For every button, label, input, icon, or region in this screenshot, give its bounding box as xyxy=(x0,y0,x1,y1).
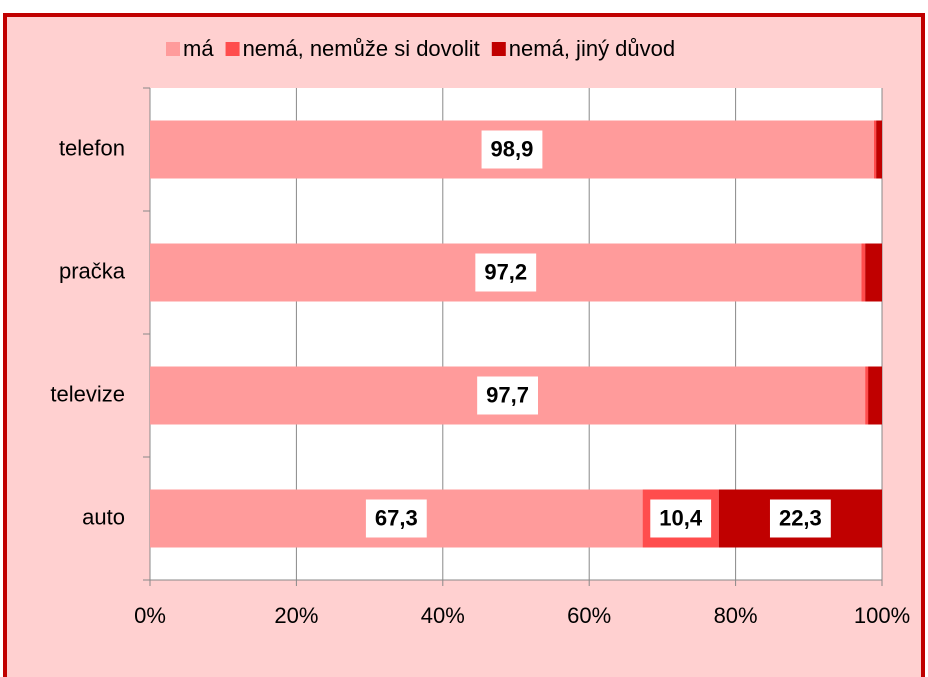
y-tick-label: telefon xyxy=(59,135,125,160)
legend-swatch xyxy=(491,42,506,56)
bar-segment xyxy=(873,120,877,179)
bar-segment xyxy=(876,120,882,179)
data-label: 67,3 xyxy=(375,505,418,530)
data-label-box xyxy=(481,130,543,169)
legend-label: nemá, nemůže si dovolit xyxy=(243,36,480,61)
legend-label: má xyxy=(183,36,214,61)
y-tick-label: auto xyxy=(82,504,125,529)
legend-swatch xyxy=(166,42,180,56)
data-label: 10,4 xyxy=(659,505,703,530)
data-label-box xyxy=(769,499,831,538)
x-tick-label: 0% xyxy=(134,603,166,628)
data-label-box xyxy=(475,253,537,292)
bar-segment xyxy=(865,243,882,302)
bar-segment xyxy=(868,366,882,425)
data-label-box xyxy=(365,499,427,538)
x-tick-label: 60% xyxy=(567,603,611,628)
data-label: 22,3 xyxy=(779,505,822,530)
y-tick-label: pračka xyxy=(59,258,126,283)
data-label: 97,2 xyxy=(484,259,527,284)
x-tick-label: 20% xyxy=(274,603,318,628)
data-label: 97,7 xyxy=(486,382,529,407)
y-tick-label: televize xyxy=(50,381,125,406)
legend-swatch xyxy=(225,42,240,56)
data-label-box xyxy=(650,499,712,538)
x-tick-label: 80% xyxy=(714,603,758,628)
x-tick-label: 100% xyxy=(854,603,910,628)
bar-segment xyxy=(861,243,866,302)
bar-segment xyxy=(865,366,869,425)
legend-label: nemá, jiný důvod xyxy=(509,36,675,61)
x-tick-label: 40% xyxy=(421,603,465,628)
data-label-box xyxy=(477,376,538,415)
data-label: 98,9 xyxy=(491,136,534,161)
